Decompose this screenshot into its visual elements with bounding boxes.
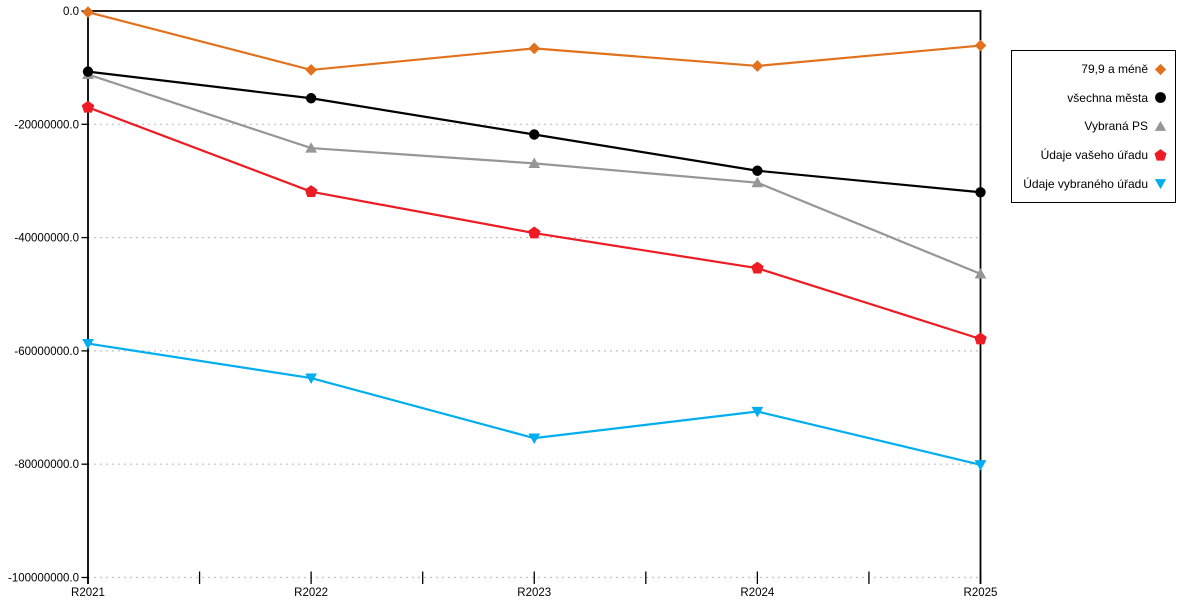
svg-text:R2022: R2022 — [294, 587, 328, 599]
legend-label: Údaje vašeho úřadu — [1040, 148, 1148, 163]
legend-item: všechna města — [1016, 90, 1168, 105]
legend-item: Vybraná PS — [1016, 119, 1168, 134]
legend-label: Údaje vybraného úřadu — [1023, 176, 1148, 191]
legend-item: 79,9 a méně — [1016, 62, 1168, 77]
diamond-icon — [1154, 63, 1167, 75]
svg-text:R2025: R2025 — [964, 587, 998, 599]
legend-label: 79,9 a méně — [1081, 62, 1148, 77]
svg-text:R2024: R2024 — [740, 587, 774, 599]
circle-icon — [1155, 92, 1166, 104]
svg-text:0.0: 0.0 — [63, 6, 79, 18]
svg-text:-80000000.0: -80000000.0 — [14, 459, 79, 471]
legend-item: Údaje vybraného úřadu — [1016, 176, 1168, 191]
triangle-down-icon — [1154, 179, 1167, 190]
svg-text:-60000000.0: -60000000.0 — [14, 346, 79, 358]
legend-label: Vybraná PS — [1084, 119, 1148, 134]
legend-item: Údaje vašeho úřadu — [1016, 148, 1168, 163]
svg-text:R2023: R2023 — [517, 587, 551, 599]
legend: 79,9 a méně všechna města Vybraná PS Úda… — [1011, 50, 1176, 203]
legend-label: všechna města — [1067, 90, 1148, 105]
svg-text:R2021: R2021 — [71, 587, 105, 599]
pentagon-icon — [1154, 148, 1167, 161]
triangle-up-icon — [1154, 120, 1167, 131]
svg-text:-40000000.0: -40000000.0 — [14, 233, 79, 245]
svg-text:-100000000.0: -100000000.0 — [8, 573, 79, 585]
svg-text:-20000000.0: -20000000.0 — [14, 119, 79, 131]
